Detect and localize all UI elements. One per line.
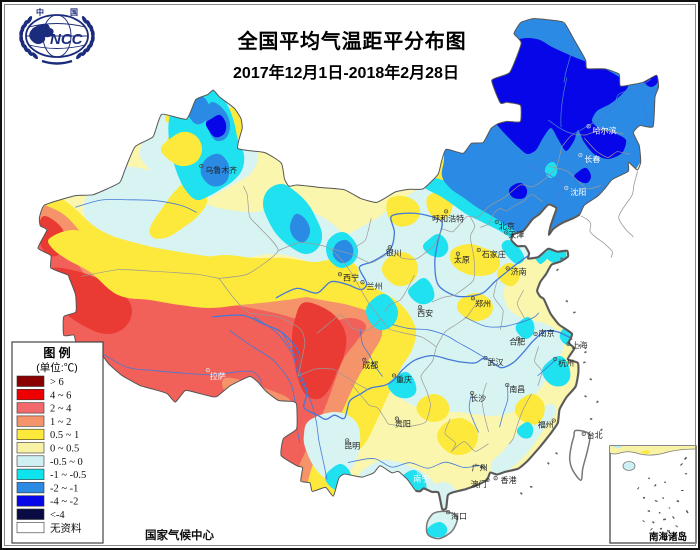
svg-text:-4 ~ -2: -4 ~ -2 bbox=[50, 497, 78, 508]
svg-text:1 ~ 2: 1 ~ 2 bbox=[50, 417, 71, 428]
svg-text:台北: 台北 bbox=[587, 430, 603, 440]
svg-text:银川: 银川 bbox=[386, 247, 402, 257]
svg-text:全国平均气温距平分布图: 全国平均气温距平分布图 bbox=[237, 29, 467, 53]
svg-text:上海: 上海 bbox=[572, 340, 588, 350]
svg-text:-2 ~ -1: -2 ~ -1 bbox=[50, 483, 78, 494]
svg-text:澳门: 澳门 bbox=[471, 479, 487, 489]
svg-text:NCC: NCC bbox=[50, 31, 84, 48]
svg-text:郑州: 郑州 bbox=[475, 298, 491, 308]
svg-text:哈尔滨: 哈尔滨 bbox=[593, 125, 617, 135]
svg-text:海口: 海口 bbox=[451, 511, 467, 521]
svg-text:广州: 广州 bbox=[472, 463, 488, 473]
svg-text:2 ~ 4: 2 ~ 4 bbox=[50, 404, 72, 415]
svg-text:西宁: 西宁 bbox=[343, 272, 359, 282]
svg-text:乌鲁木齐: 乌鲁木齐 bbox=[205, 165, 237, 175]
svg-text:昆明: 昆明 bbox=[344, 441, 360, 450]
svg-text:长沙: 长沙 bbox=[470, 393, 486, 403]
svg-text:中: 中 bbox=[36, 7, 44, 17]
svg-text:拉萨: 拉萨 bbox=[210, 371, 226, 381]
svg-text:北京: 北京 bbox=[499, 221, 515, 231]
svg-text:4 ~ 6: 4 ~ 6 bbox=[50, 390, 71, 401]
svg-text:石家庄: 石家庄 bbox=[482, 249, 506, 259]
svg-text:沈阳: 沈阳 bbox=[570, 187, 586, 197]
svg-text:国: 国 bbox=[70, 7, 78, 17]
svg-text:贵阳: 贵阳 bbox=[395, 419, 411, 429]
svg-text:0 ~ 0.5: 0 ~ 0.5 bbox=[50, 444, 79, 455]
svg-text:南昌: 南昌 bbox=[509, 384, 525, 394]
svg-text:<-4: <-4 bbox=[50, 510, 65, 521]
svg-text:武汉: 武汉 bbox=[488, 357, 504, 367]
svg-text:杭州: 杭州 bbox=[558, 358, 574, 368]
svg-text:香港: 香港 bbox=[501, 475, 517, 485]
svg-text:(单位:℃): (单位:℃) bbox=[36, 361, 77, 374]
svg-text:2017年12月1日-2018年2月28日: 2017年12月1日-2018年2月28日 bbox=[233, 63, 459, 82]
svg-text:0.5 ~ 1: 0.5 ~ 1 bbox=[50, 430, 79, 441]
svg-text:西安: 西安 bbox=[417, 308, 433, 318]
svg-text:成都: 成都 bbox=[362, 360, 378, 370]
svg-text:天津: 天津 bbox=[508, 230, 524, 240]
svg-text:济南: 济南 bbox=[511, 266, 527, 276]
svg-text:-1 ~ -0.5: -1 ~ -0.5 bbox=[50, 470, 86, 481]
svg-text:-0.5 ~ 0: -0.5 ~ 0 bbox=[50, 457, 83, 468]
svg-text:长春: 长春 bbox=[584, 154, 600, 164]
svg-text:呼和浩特: 呼和浩特 bbox=[432, 213, 464, 223]
svg-text:南海诸岛: 南海诸岛 bbox=[649, 531, 687, 543]
svg-text:国家气候中心: 国家气候中心 bbox=[145, 528, 214, 542]
svg-text:南宁: 南宁 bbox=[413, 473, 429, 483]
svg-text:图 例: 图 例 bbox=[43, 345, 70, 360]
svg-text:无资料: 无资料 bbox=[50, 521, 82, 534]
svg-text:兰州: 兰州 bbox=[367, 281, 383, 291]
svg-text:南京: 南京 bbox=[539, 328, 555, 338]
svg-text:太原: 太原 bbox=[454, 255, 470, 265]
svg-text:> 6: > 6 bbox=[50, 377, 64, 388]
svg-text:福州: 福州 bbox=[538, 421, 554, 430]
svg-text:重庆: 重庆 bbox=[396, 375, 412, 385]
svg-text:合肥: 合肥 bbox=[509, 337, 525, 347]
